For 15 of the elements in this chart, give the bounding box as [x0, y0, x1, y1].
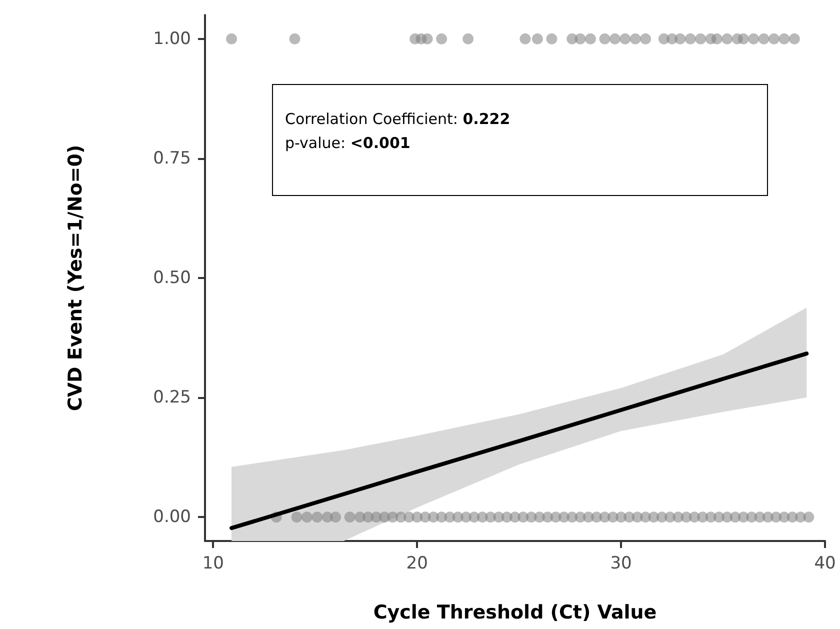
line-series: [230, 352, 809, 530]
x-tick-label: 30: [610, 554, 632, 574]
y-tick-label: 0.00: [153, 507, 191, 528]
annotation: p-value: <0.001: [285, 133, 412, 154]
y-tick-label: 0.75: [153, 148, 191, 168]
x-axis-title: Cycle Threshold (Ct) Value: [373, 602, 657, 624]
annotation: Correlation Coefficient: 0.222: [285, 109, 512, 130]
y-tick-label: 1.00: [153, 28, 191, 49]
text-box: Correlation Coefficient: 0.222 p-value: <0.001: [272, 84, 768, 196]
y-tick-label: 0.50: [153, 268, 191, 288]
y-axis-title: CVD Event (Yes=1/No=0): [64, 144, 86, 412]
x-tick-label: 20: [406, 554, 428, 574]
x-tick-label: 40: [814, 554, 836, 574]
x-tick-label: 10: [202, 554, 224, 574]
y-tick-label: 0.25: [153, 388, 191, 408]
